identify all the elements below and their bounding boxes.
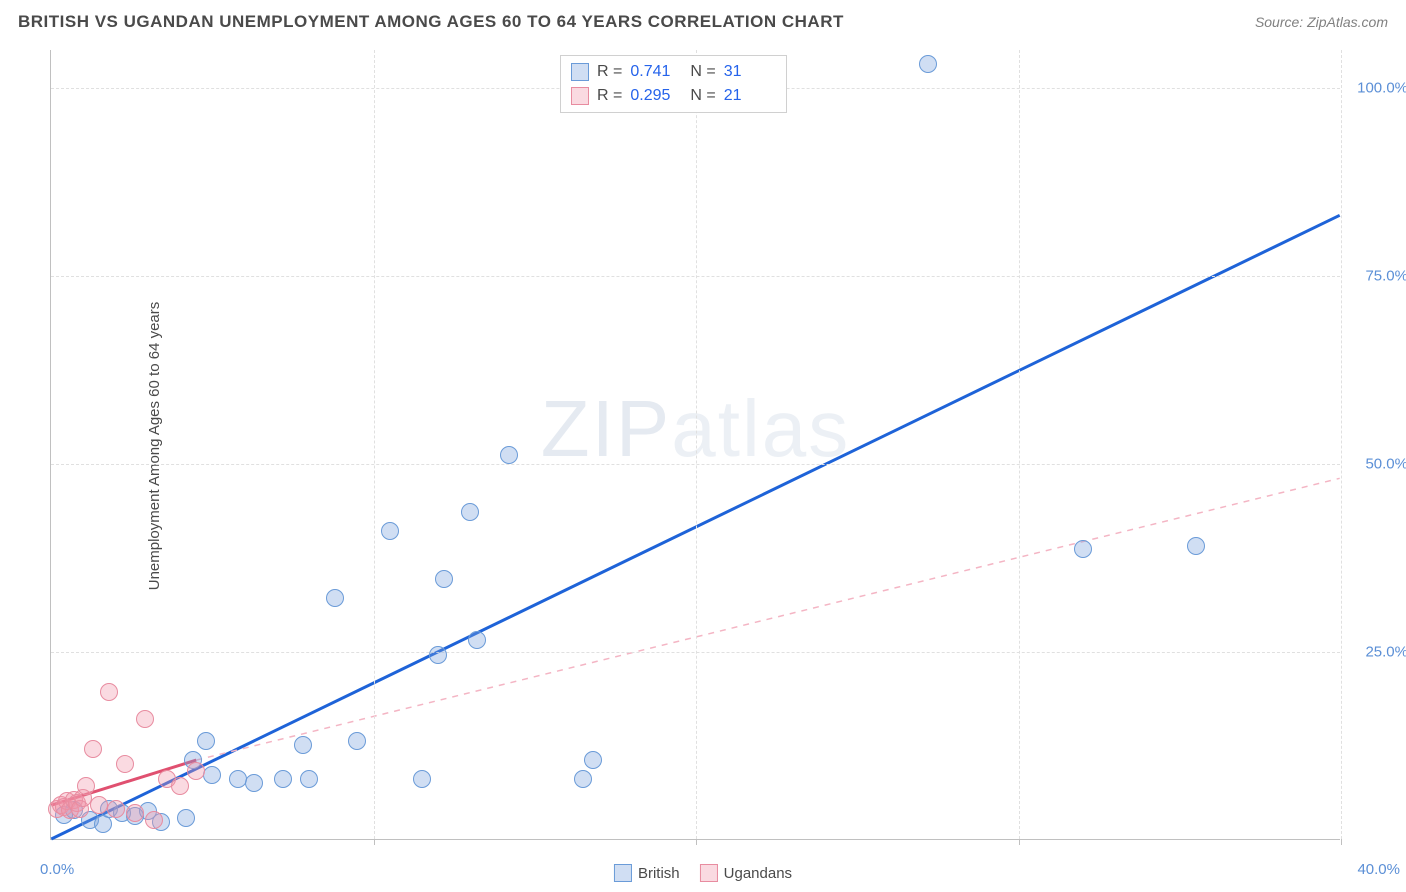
data-point	[245, 774, 263, 792]
data-point	[136, 710, 154, 728]
data-point	[187, 762, 205, 780]
source-label: Source: ZipAtlas.com	[1255, 14, 1388, 30]
stats-row-british: R = 0.741 N = 31	[571, 60, 776, 84]
data-point	[348, 732, 366, 750]
stats-legend-box: R = 0.741 N = 31 R = 0.295 N = 21	[560, 55, 787, 113]
data-point	[77, 777, 95, 795]
x-tick	[1341, 839, 1342, 845]
legend-item-ugandans: Ugandans	[700, 864, 792, 882]
legend-label-ugandans: Ugandans	[724, 865, 792, 882]
gridline-v	[374, 50, 375, 839]
data-point	[468, 631, 486, 649]
data-point	[107, 800, 125, 818]
data-point	[574, 770, 592, 788]
x-tick	[374, 839, 375, 845]
data-point	[1074, 540, 1092, 558]
x-tick	[1019, 839, 1020, 845]
data-point	[435, 570, 453, 588]
data-point	[461, 503, 479, 521]
bottom-legend: British Ugandans	[614, 864, 792, 882]
data-point	[584, 751, 602, 769]
swatch-ugandans	[700, 864, 718, 882]
y-tick-label: 100.0%	[1348, 79, 1406, 96]
chart-title: BRITISH VS UGANDAN UNEMPLOYMENT AMONG AG…	[18, 12, 844, 32]
x-max-label: 40.0%	[1357, 861, 1400, 878]
data-point	[197, 732, 215, 750]
data-point	[429, 646, 447, 664]
data-point	[274, 770, 292, 788]
x-origin-label: 0.0%	[40, 861, 74, 878]
n-value-british: 31	[724, 60, 776, 84]
data-point	[171, 777, 189, 795]
legend-item-british: British	[614, 864, 680, 882]
data-point	[126, 804, 144, 822]
plot-area: ZIPatlas 25.0%50.0%75.0%100.0%	[50, 50, 1340, 840]
n-label: N =	[690, 60, 715, 84]
data-point	[326, 589, 344, 607]
r-label: R =	[597, 60, 622, 84]
y-tick-label: 50.0%	[1348, 455, 1406, 472]
data-point	[90, 796, 108, 814]
data-point	[203, 766, 221, 784]
data-point	[919, 55, 937, 73]
swatch-british	[571, 63, 589, 81]
data-point	[145, 811, 163, 829]
data-point	[229, 770, 247, 788]
gridline-v	[1019, 50, 1020, 839]
n-value-ugandans: 21	[724, 84, 776, 108]
r-value-ugandans: 0.295	[630, 84, 682, 108]
r-value-british: 0.741	[630, 60, 682, 84]
header: BRITISH VS UGANDAN UNEMPLOYMENT AMONG AG…	[18, 12, 1388, 32]
y-tick-label: 25.0%	[1348, 643, 1406, 660]
data-point	[381, 522, 399, 540]
r-label: R =	[597, 84, 622, 108]
data-point	[300, 770, 318, 788]
data-point	[100, 683, 118, 701]
data-point	[413, 770, 431, 788]
y-tick-label: 75.0%	[1348, 267, 1406, 284]
legend-label-british: British	[638, 865, 680, 882]
data-point	[84, 740, 102, 758]
n-label: N =	[690, 84, 715, 108]
gridline-v	[1341, 50, 1342, 839]
data-point	[500, 446, 518, 464]
data-point	[1187, 537, 1205, 555]
data-point	[116, 755, 134, 773]
stats-row-ugandans: R = 0.295 N = 21	[571, 84, 776, 108]
trend-line-ext	[196, 478, 1339, 760]
data-point	[294, 736, 312, 754]
gridline-v	[696, 50, 697, 839]
data-point	[177, 809, 195, 827]
swatch-british	[614, 864, 632, 882]
x-tick	[696, 839, 697, 845]
swatch-ugandans	[571, 87, 589, 105]
